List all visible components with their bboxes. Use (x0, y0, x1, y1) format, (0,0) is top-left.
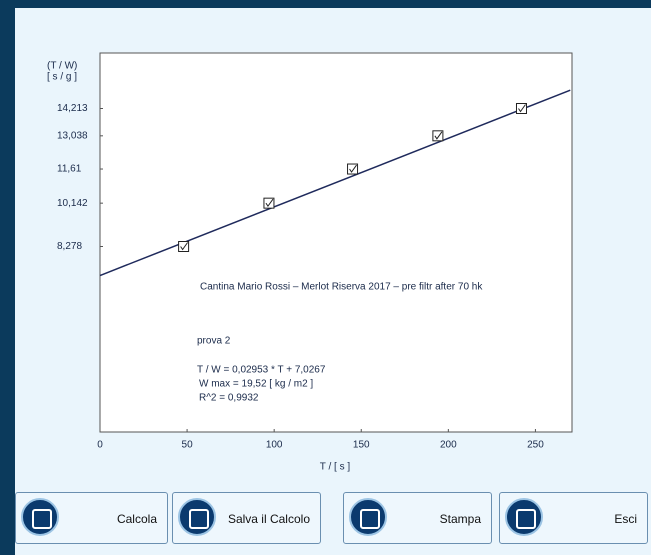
button[interactable]: Stampa (343, 492, 492, 544)
x-tick-label: 250 (527, 440, 544, 451)
point (178, 240, 190, 252)
chart: (T / W) [ s / g ] T / [ s ] Cantina Mari… (47, 52, 573, 473)
button[interactable]: Salva il Calcolo (172, 492, 321, 544)
icon (505, 498, 543, 536)
button[interactable]: Calcola (15, 492, 168, 544)
y-tick-label: 8,278 (57, 241, 82, 252)
point (515, 103, 527, 115)
icon (349, 498, 387, 536)
icon (178, 498, 216, 536)
annotation: Cantina Mario Rossi – Merlot Riserva 201… (200, 282, 483, 293)
button[interactable]: Esci (499, 492, 648, 544)
y-axis-label: (T / W) (47, 61, 77, 72)
x-tick-label: 200 (440, 440, 457, 451)
annotation: prova 2 (197, 336, 231, 347)
plot-area (99, 52, 573, 433)
x-tick-label: 50 (182, 440, 194, 451)
y-axis-label: [ s / g ] (47, 72, 77, 83)
x-tick-label: 0 (97, 440, 103, 451)
y-tick-label: 10,142 (57, 198, 88, 209)
y-tick-label: 13,038 (57, 130, 88, 141)
y-tick-label: 14,213 (57, 103, 88, 114)
point (263, 197, 275, 209)
x-tick-label: 100 (266, 440, 283, 451)
x-tick-label: 150 (353, 440, 370, 451)
annotation: R^2 = 0,9932 (199, 393, 259, 404)
icon (21, 498, 59, 536)
button-label: Esci (614, 512, 637, 526)
button-label: Calcola (116, 512, 157, 526)
x-axis-label: T / [ s ] (320, 462, 351, 473)
annotation: T / W = 0,02953 * T + 7,0267 (197, 365, 326, 376)
point (347, 163, 359, 175)
button-label: Salva il Calcolo (227, 512, 310, 526)
annotation: W max = 19,52 [ kg / m2 ] (199, 379, 313, 390)
y-tick-label: 11,61 (57, 164, 82, 175)
point (432, 130, 444, 142)
button-label: Stampa (439, 512, 481, 526)
